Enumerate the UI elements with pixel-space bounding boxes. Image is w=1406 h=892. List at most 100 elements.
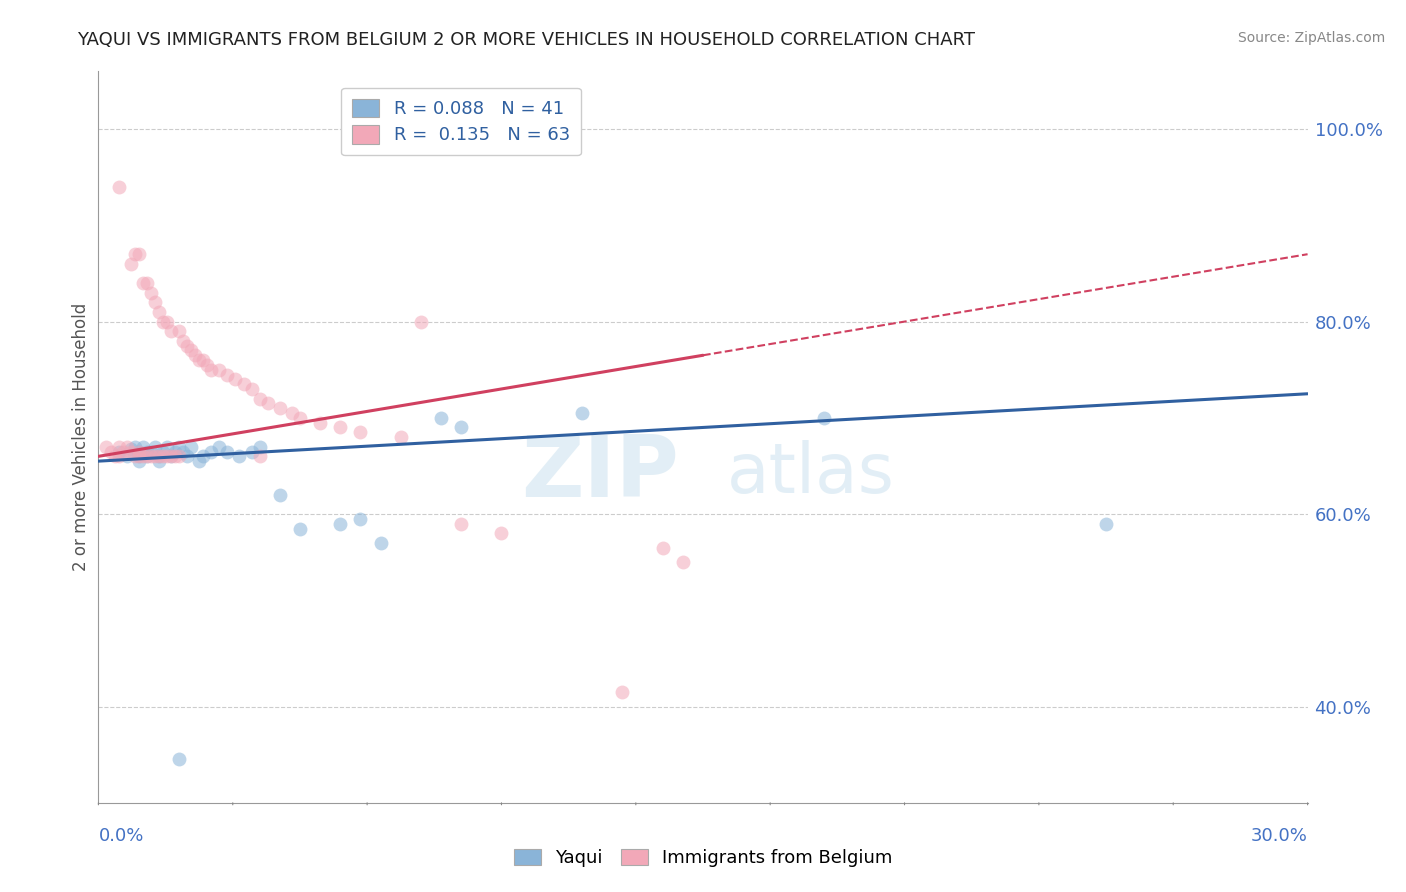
Point [172,444,194,458]
Point [430,410,453,425]
Text: atlas: atlas [727,440,896,508]
Point [124,440,146,454]
Point [370,536,392,550]
Point [256,396,278,410]
Point [167,450,190,464]
Point [135,450,157,464]
Point [571,406,593,420]
Point [107,444,129,458]
Point [208,362,231,376]
Point [152,315,174,329]
Point [160,324,183,338]
Point [152,444,174,458]
Point [672,555,695,569]
Point [124,450,146,464]
Point [128,450,150,464]
Point [176,450,198,464]
Point [103,450,125,464]
Point [111,444,134,458]
Point [612,685,634,699]
Point [128,247,150,261]
Text: Source: ZipAtlas.com: Source: ZipAtlas.com [1237,31,1385,45]
Point [184,348,207,362]
Point [156,450,179,464]
Point [240,382,263,396]
Point [288,521,311,535]
Point [349,425,371,440]
Point [120,444,142,458]
Point [813,410,835,425]
Point [128,450,150,464]
Point [120,442,142,456]
Point [107,179,129,194]
Point [249,440,271,454]
Point [148,305,170,319]
Point [249,450,271,464]
Point [132,450,155,464]
Legend: Yaqui, Immigrants from Belgium: Yaqui, Immigrants from Belgium [506,841,900,874]
Point [409,315,432,329]
Point [200,444,222,458]
Point [217,444,239,458]
Point [188,353,211,368]
Text: YAQUI VS IMMIGRANTS FROM BELGIUM 2 OR MORE VEHICLES IN HOUSEHOLD CORRELATION CHA: YAQUI VS IMMIGRANTS FROM BELGIUM 2 OR MO… [77,31,976,49]
Point [128,454,150,468]
Point [281,406,304,420]
Point [135,276,157,290]
Point [160,450,183,464]
Point [152,450,174,464]
Point [329,516,352,531]
Point [288,410,311,425]
Point [160,450,183,464]
Point [217,368,239,382]
Point [139,444,162,458]
Point [1095,516,1118,531]
Point [143,440,166,454]
Point [156,315,179,329]
Point [115,440,138,454]
Point [135,444,157,458]
Point [180,440,202,454]
Point [167,324,190,338]
Point [193,353,215,368]
Point [148,450,170,464]
Point [120,257,142,271]
Point [167,752,190,766]
Point [163,444,186,458]
Point [128,444,150,458]
Point [228,450,250,464]
Point [172,334,194,348]
Point [148,450,170,464]
Point [163,450,186,464]
Point [139,450,162,464]
Point [389,430,412,444]
Point [208,440,231,454]
Point [139,285,162,300]
Point [249,392,271,406]
Point [491,526,513,541]
Point [269,488,291,502]
Point [128,444,150,458]
Point [143,450,166,464]
Point [176,338,198,352]
Point [193,450,215,464]
Point [232,377,254,392]
Point [107,440,129,454]
Point [135,450,157,464]
Point [200,362,222,376]
Point [132,276,155,290]
Text: 0.0%: 0.0% [98,827,143,845]
Point [240,444,263,458]
Point [450,516,472,531]
Point [309,416,332,430]
Point [143,295,166,310]
Legend: R = 0.088   N = 41, R =  0.135   N = 63: R = 0.088 N = 41, R = 0.135 N = 63 [342,87,581,155]
Point [195,358,218,372]
Point [148,454,170,468]
Point [651,541,673,555]
Point [124,247,146,261]
Point [349,512,371,526]
Point [107,450,129,464]
Point [224,372,246,386]
Text: 30.0%: 30.0% [1251,827,1308,845]
